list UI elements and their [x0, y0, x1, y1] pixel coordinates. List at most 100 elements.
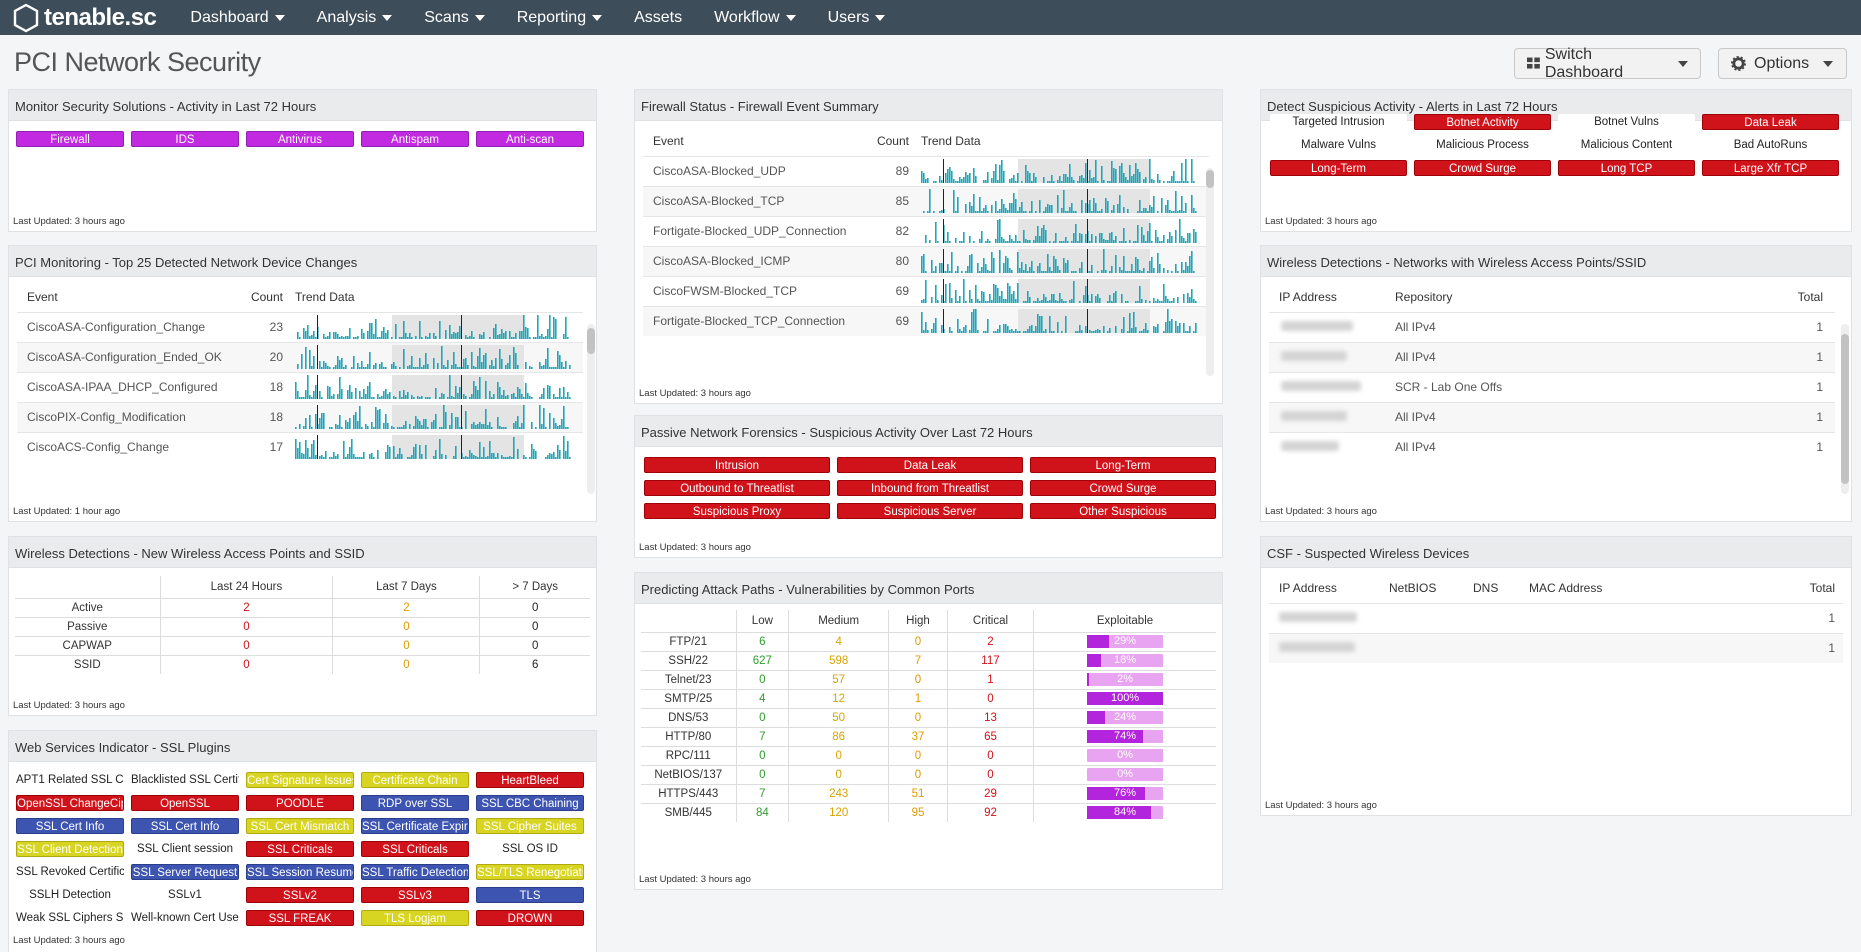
ssl-plugin-pill[interactable]: RDP over SSL	[361, 795, 469, 811]
alert-pill[interactable]: Malware Vulns	[1270, 137, 1407, 153]
ssl-plugin-pill[interactable]: SSL Client session	[131, 841, 239, 857]
ssl-plugin-pill[interactable]: HeartBleed	[476, 772, 584, 788]
table-row[interactable]: SCR - Lab One Offs 1	[1269, 371, 1835, 402]
nav-assets[interactable]: Assets	[634, 9, 682, 27]
ssl-plugin-pill[interactable]: Certificate Chain	[361, 772, 469, 788]
crit-count[interactable]: 13	[946, 707, 1034, 727]
high-count[interactable]: 0	[888, 764, 948, 784]
crit-count[interactable]: 0	[946, 764, 1034, 784]
monitor-pill[interactable]: Anti-scan	[476, 131, 584, 147]
ssl-plugin-pill[interactable]: SSL/TLS Renegotiatio	[476, 864, 584, 880]
exploitable-cell[interactable]: 76%	[1033, 783, 1216, 803]
alert-pill[interactable]: Data Leak	[1702, 114, 1839, 130]
high-count[interactable]: 37	[888, 726, 948, 746]
ssl-plugin-pill[interactable]: Blacklisted SSL Certif	[131, 772, 239, 788]
med-count[interactable]: 12	[788, 688, 889, 708]
alert-pill[interactable]: Long TCP	[1558, 160, 1695, 176]
alert-pill[interactable]: Malicious Process	[1414, 137, 1551, 153]
count-cell[interactable]: 0	[479, 616, 590, 636]
ssl-plugin-pill[interactable]: TLS Logjam	[361, 910, 469, 926]
ssl-plugin-pill[interactable]: TLS	[476, 887, 584, 903]
count-cell[interactable]: 0	[159, 616, 333, 636]
ssl-plugin-pill[interactable]: SSL Client Detection	[16, 841, 124, 857]
high-count[interactable]: 0	[888, 631, 948, 651]
monitor-pill[interactable]: IDS	[131, 131, 239, 147]
exploitable-cell[interactable]: 18%	[1033, 650, 1216, 670]
monitor-pill[interactable]: Antivirus	[246, 131, 354, 147]
table-row[interactable]: CiscoFWSM-Blocked_TCP 69	[643, 275, 1209, 306]
ssl-plugin-pill[interactable]: SSL Certificate Expiry	[361, 818, 469, 834]
ssl-plugin-pill[interactable]: SSLv3	[361, 887, 469, 903]
crit-count[interactable]: 65	[946, 726, 1034, 746]
ssl-plugin-pill[interactable]: SSL Criticals	[361, 841, 469, 857]
scrollbar[interactable]	[587, 324, 595, 494]
ssl-plugin-pill[interactable]: Weak SSL Ciphers Su	[16, 910, 124, 926]
table-row[interactable]: CiscoACS-Config_Change 17	[17, 431, 583, 462]
exploitable-cell[interactable]: 0%	[1033, 745, 1216, 765]
high-count[interactable]: 1	[888, 688, 948, 708]
table-row[interactable]: 1	[1269, 632, 1843, 663]
nav-scans[interactable]: Scans	[424, 9, 485, 27]
low-count[interactable]: 6	[735, 631, 789, 651]
alert-pill[interactable]: Botnet Activity	[1414, 114, 1551, 130]
count-cell[interactable]: 0	[479, 635, 590, 655]
count-cell[interactable]: 0	[479, 597, 590, 617]
count-cell[interactable]: 2	[332, 597, 480, 617]
ssl-plugin-pill[interactable]: SSLv2	[246, 887, 354, 903]
table-row[interactable]: Fortigate-Blocked_UDP_Connection 82	[643, 215, 1209, 246]
table-row[interactable]: Fortigate-Blocked_TCP_Connection 69	[643, 305, 1209, 336]
high-count[interactable]: 0	[888, 707, 948, 727]
alert-pill[interactable]: Botnet Vulns	[1558, 114, 1695, 130]
alert-pill[interactable]: Large Xfr TCP	[1702, 160, 1839, 176]
crit-count[interactable]: 0	[946, 745, 1034, 765]
low-count[interactable]: 0	[735, 745, 789, 765]
high-count[interactable]: 7	[888, 650, 948, 670]
ssl-plugin-pill[interactable]: SSLv1	[131, 887, 239, 903]
med-count[interactable]: 86	[788, 726, 889, 746]
forensics-pill[interactable]: Outbound to Threatlist	[644, 480, 830, 496]
exploitable-cell[interactable]: 24%	[1033, 707, 1216, 727]
table-row[interactable]: CiscoASA-IPAA_DHCP_Configured 18	[17, 371, 583, 402]
forensics-pill[interactable]: Long-Term	[1030, 457, 1216, 473]
table-row[interactable]: CiscoASA-Blocked_TCP 85	[643, 185, 1209, 216]
count-cell[interactable]: 0	[159, 654, 333, 674]
med-count[interactable]: 243	[788, 783, 889, 803]
low-count[interactable]: 0	[735, 707, 789, 727]
ssl-plugin-pill[interactable]: Well-known Cert Usec	[131, 910, 239, 926]
high-count[interactable]: 0	[888, 745, 948, 765]
table-row[interactable]: 1	[1269, 602, 1843, 633]
crit-count[interactable]: 2	[946, 631, 1034, 651]
ssl-plugin-pill[interactable]: OpenSSL	[131, 795, 239, 811]
crit-count[interactable]: 29	[946, 783, 1034, 803]
table-row[interactable]: CiscoPIX-Config_Modification 18	[17, 401, 583, 432]
ssl-plugin-pill[interactable]: SSL Traffic Detection	[361, 864, 469, 880]
alert-pill[interactable]: Bad AutoRuns	[1702, 137, 1839, 153]
ssl-plugin-pill[interactable]: SSL Session Resume	[246, 864, 354, 880]
ssl-plugin-pill[interactable]: APT1 Related SSL Ce	[16, 772, 124, 788]
crit-count[interactable]: 0	[946, 688, 1034, 708]
nav-workflow[interactable]: Workflow	[714, 9, 796, 27]
crit-count[interactable]: 117	[946, 650, 1034, 670]
high-count[interactable]: 51	[888, 783, 948, 803]
count-cell[interactable]: 0	[159, 635, 333, 655]
med-count[interactable]: 120	[788, 802, 889, 822]
monitor-pill[interactable]: Antispam	[361, 131, 469, 147]
ssl-plugin-pill[interactable]: SSL Cert Mismatch	[246, 818, 354, 834]
ssl-plugin-pill[interactable]: SSL Cert Info	[131, 818, 239, 834]
ssl-plugin-pill[interactable]: SSL Revoked Certifica	[16, 864, 124, 880]
nav-dashboard[interactable]: Dashboard	[190, 9, 285, 27]
logo[interactable]: tenable.sc	[12, 3, 157, 33]
med-count[interactable]: 0	[788, 764, 889, 784]
low-count[interactable]: 627	[735, 650, 789, 670]
forensics-pill[interactable]: Crowd Surge	[1030, 480, 1216, 496]
ssl-plugin-pill[interactable]: DROWN	[476, 910, 584, 926]
forensics-pill[interactable]: Suspicious Server	[837, 503, 1023, 519]
alert-pill[interactable]: Targeted Intrusion	[1270, 114, 1407, 130]
high-count[interactable]: 0	[888, 669, 948, 689]
table-row[interactable]: All IPv4 1	[1269, 341, 1835, 372]
switch-dashboard-button[interactable]: Switch Dashboard	[1514, 46, 1701, 81]
exploitable-cell[interactable]: 84%	[1033, 802, 1216, 822]
exploitable-cell[interactable]: 29%	[1033, 631, 1216, 651]
forensics-pill[interactable]: Intrusion	[644, 457, 830, 473]
ssl-plugin-pill[interactable]: POODLE	[246, 795, 354, 811]
